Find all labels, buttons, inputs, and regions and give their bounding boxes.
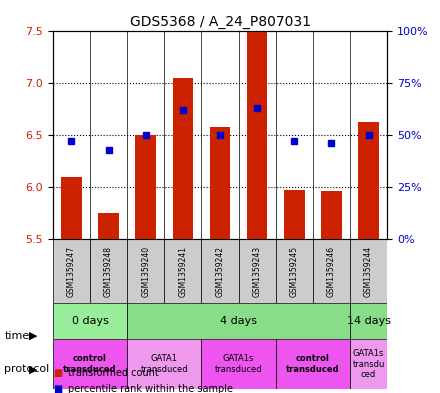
Text: ■: ■ (53, 368, 62, 378)
Text: time: time (4, 331, 29, 341)
FancyBboxPatch shape (202, 339, 276, 389)
FancyBboxPatch shape (164, 239, 202, 303)
FancyBboxPatch shape (350, 339, 387, 389)
FancyBboxPatch shape (127, 339, 202, 389)
Text: GSM1359241: GSM1359241 (178, 246, 187, 297)
FancyBboxPatch shape (90, 239, 127, 303)
Bar (210, 127, 230, 239)
Text: GATA1s
transduced: GATA1s transduced (215, 354, 262, 374)
Text: GSM1359244: GSM1359244 (364, 246, 373, 297)
FancyBboxPatch shape (350, 303, 387, 339)
Text: ▶: ▶ (29, 364, 37, 375)
FancyBboxPatch shape (276, 239, 313, 303)
Text: GSM1359247: GSM1359247 (67, 246, 76, 297)
Text: control
transduced: control transduced (286, 354, 340, 374)
FancyBboxPatch shape (53, 303, 127, 339)
FancyBboxPatch shape (53, 239, 90, 303)
Text: protocol: protocol (4, 364, 50, 375)
Text: GSM1359246: GSM1359246 (327, 246, 336, 297)
Text: ▶: ▶ (29, 331, 37, 341)
FancyBboxPatch shape (127, 303, 350, 339)
Text: 14 days: 14 days (347, 316, 391, 326)
FancyBboxPatch shape (53, 339, 127, 389)
Text: 4 days: 4 days (220, 316, 257, 326)
Bar (136, 135, 156, 239)
FancyBboxPatch shape (313, 239, 350, 303)
Bar (247, 31, 268, 239)
Bar (359, 122, 379, 239)
Text: percentile rank within the sample: percentile rank within the sample (68, 384, 233, 393)
FancyBboxPatch shape (276, 339, 350, 389)
Text: GSM1359242: GSM1359242 (216, 246, 224, 297)
FancyBboxPatch shape (127, 239, 164, 303)
Bar (284, 190, 304, 239)
Text: GSM1359240: GSM1359240 (141, 246, 150, 297)
Text: GSM1359243: GSM1359243 (253, 246, 262, 297)
Text: GATA1
transduced: GATA1 transduced (140, 354, 188, 374)
FancyBboxPatch shape (238, 239, 276, 303)
Bar (172, 78, 193, 239)
FancyBboxPatch shape (350, 239, 387, 303)
Text: GSM1359248: GSM1359248 (104, 246, 113, 297)
Text: 0 days: 0 days (72, 316, 108, 326)
Text: transformed count: transformed count (68, 368, 159, 378)
Text: control
transduced: control transduced (63, 354, 117, 374)
Bar (98, 213, 119, 239)
Text: GATA1s
transdu
ced: GATA1s transdu ced (352, 349, 385, 379)
Text: ■: ■ (53, 384, 62, 393)
Bar (321, 191, 342, 239)
Title: GDS5368 / A_24_P807031: GDS5368 / A_24_P807031 (129, 15, 311, 29)
Bar (61, 176, 81, 239)
Text: GSM1359245: GSM1359245 (290, 246, 299, 297)
FancyBboxPatch shape (202, 239, 238, 303)
